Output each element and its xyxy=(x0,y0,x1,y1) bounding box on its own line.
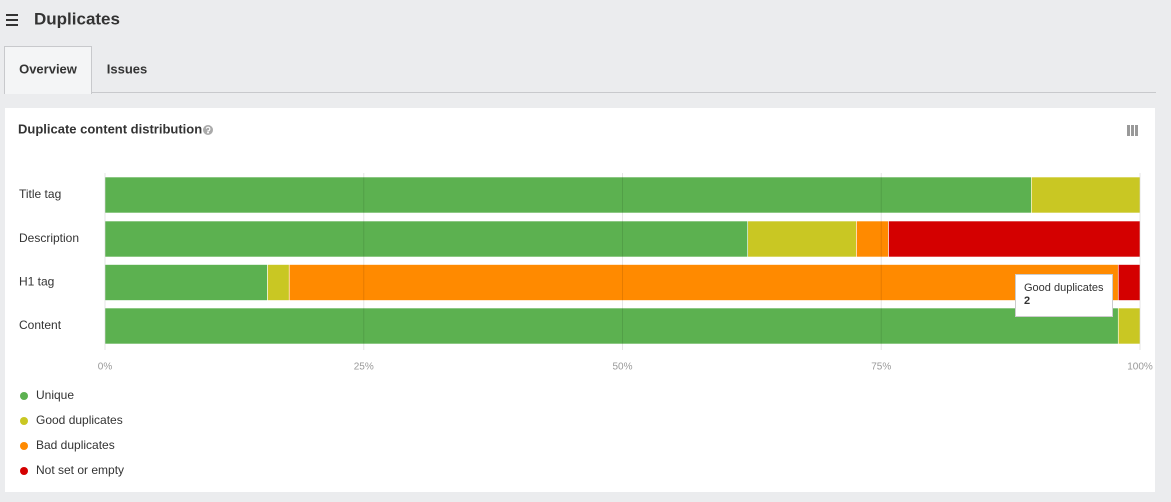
tab-active[interactable] xyxy=(4,46,92,94)
x-tick-label: 50% xyxy=(612,362,632,373)
legend-label: Not set or empty xyxy=(36,463,124,477)
bar-segment xyxy=(1117,264,1141,301)
menu-icon[interactable] xyxy=(6,14,18,26)
columns-icon[interactable] xyxy=(1127,125,1138,136)
bar-segment xyxy=(747,220,857,258)
bar-segment xyxy=(104,264,268,301)
category-label: Title tag xyxy=(19,187,61,201)
x-tick-label: 25% xyxy=(354,362,374,373)
legend-swatch xyxy=(20,467,28,475)
bar-segment xyxy=(104,220,749,258)
bar-segment xyxy=(288,264,1119,301)
category-label: Content xyxy=(19,318,62,332)
x-tick-label: 100% xyxy=(1127,362,1153,373)
help-icon[interactable] xyxy=(203,125,213,135)
tab[interactable]: Issues xyxy=(107,61,147,76)
tooltip-title: Good duplicates xyxy=(1024,282,1104,294)
legend-swatch xyxy=(20,442,28,450)
bar-segment xyxy=(267,264,290,301)
tab-active-gap xyxy=(5,91,91,94)
legend-swatch xyxy=(20,417,28,425)
category-label: Description xyxy=(19,231,79,245)
bar-segment xyxy=(104,307,1119,345)
bar-segment xyxy=(888,220,1141,258)
chart-title: Duplicate content distribution xyxy=(18,121,202,136)
tooltip xyxy=(1015,274,1113,317)
category-label: H1 tag xyxy=(19,275,54,289)
legend-label: Unique xyxy=(36,388,74,402)
bar-segment xyxy=(1031,176,1141,214)
legend-label: Good duplicates xyxy=(36,413,123,427)
x-tick-label: 75% xyxy=(871,362,891,373)
bar-segment xyxy=(856,220,889,258)
tab[interactable]: Overview xyxy=(19,61,78,76)
tooltip-value: 2 xyxy=(1024,295,1030,307)
bar-segment xyxy=(1117,307,1141,345)
page-title: Duplicates xyxy=(34,9,120,28)
legend-swatch xyxy=(20,392,28,400)
x-tick-label: 0% xyxy=(98,362,113,373)
bar-segment xyxy=(104,176,1032,214)
legend-label: Bad duplicates xyxy=(36,438,115,452)
